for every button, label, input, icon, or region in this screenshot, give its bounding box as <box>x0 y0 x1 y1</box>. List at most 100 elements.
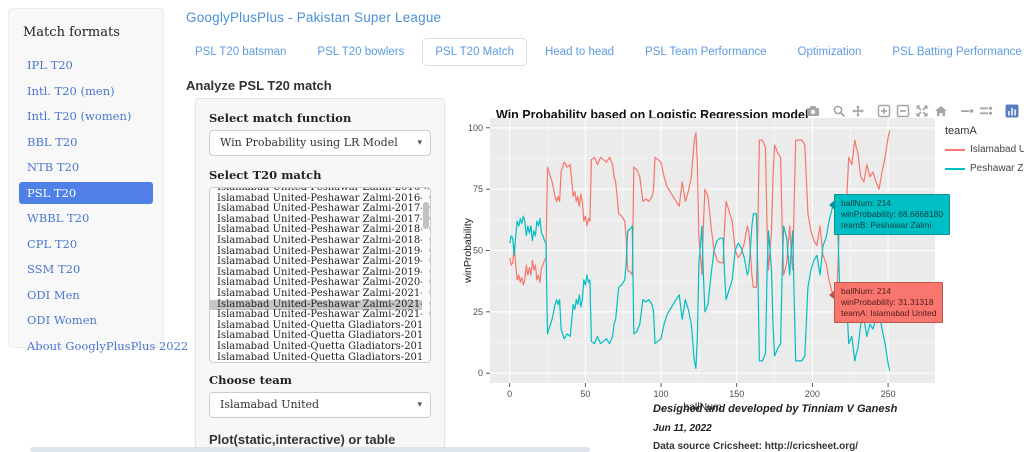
chevron-down-icon: ▾ <box>417 138 422 148</box>
hover-closest-icon[interactable] <box>958 104 975 118</box>
line-islamabad-united[interactable] <box>509 130 891 301</box>
sidebar-item-wbbl-t20[interactable]: WBBL T20 <box>27 211 90 225</box>
listbox-scrollbar[interactable] <box>422 189 429 361</box>
hover-compare-icon[interactable] <box>977 104 994 118</box>
autoscale-icon[interactable] <box>913 104 930 118</box>
win-probability-chart: Win Probability based on Logistic Regres… <box>460 95 1024 452</box>
x-tick-label: 100 <box>654 389 669 399</box>
match-formats-sidebar: Match formats IPL T20 Intl. T20 (men) Intl… <box>8 8 188 353</box>
tab-psl-t20-bowlers[interactable]: PSL T20 bowlers <box>317 46 405 58</box>
pan-icon[interactable] <box>849 104 866 118</box>
plot-area[interactable]: 0 50 100 150 200 250 0 25 50 75 100 winProbability b… <box>460 117 1024 417</box>
tooltip-team: teamA: Islamabad United <box>841 308 937 318</box>
page-title: GooglyPlusPlus - Pakistan Super League <box>186 10 442 25</box>
t20-match-option[interactable]: Islamabad United-Quetta Gladiators-2017-… <box>217 340 430 352</box>
x-tick-label: 250 <box>881 389 896 399</box>
sidebar-item-intl-t20-women-[interactable]: Intl. T20 (women) <box>27 109 132 123</box>
t20-match-option[interactable]: Islamabad United-Peshawar Zalmi-2016-02-… <box>217 192 431 204</box>
horizontal-scrollbar[interactable] <box>30 447 590 452</box>
sidebar-item-intl-t20-men-[interactable]: Intl. T20 (men) <box>27 83 115 98</box>
t20-match-option[interactable]: Islamabad United-Quetta Gladiators-2017-… <box>217 351 430 363</box>
reset-axes-icon[interactable] <box>932 104 949 118</box>
tooltip-winprobability: winProbability: 31.31318 <box>841 297 934 307</box>
t20-match-option[interactable]: Islamabad United-Peshawar Zalmi-2021-02-… <box>217 287 431 299</box>
plot-mode-heading: Plot(static,interactive) or table <box>209 432 396 447</box>
listbox-scrollbar-thumb[interactable] <box>423 202 429 229</box>
legend-line-swatch <box>945 167 965 170</box>
sidebar-item-bbl-t20[interactable]: BBL T20 <box>27 134 78 149</box>
legend-line-swatch <box>945 148 965 151</box>
plotly-logo-icon[interactable] <box>1003 104 1020 118</box>
x-tick-label: 50 <box>580 389 590 399</box>
tooltip-team-a: ballNum: 214 winProbability: 31.31318 te… <box>829 282 944 323</box>
tooltip-team-b: ballNum: 214 winProbability: 68.6868180 … <box>829 194 951 235</box>
x-tick-label: 0 <box>507 389 512 399</box>
sidebar-item-odi-men[interactable]: ODI Men <box>27 287 80 302</box>
t20-match-options: Islamabad United-Peshawar Zalmi-2016-02-… <box>210 187 431 363</box>
y-axis-title: winProbability <box>462 217 474 284</box>
chevron-down-icon: ▾ <box>417 400 422 410</box>
match-function-value: Win Probability using LR Model <box>220 136 398 149</box>
legend-item-peshawar-zalmi[interactable]: Peshawar Zalmi <box>945 163 1024 174</box>
x-tick-label: 150 <box>729 389 744 399</box>
t20-match-option[interactable]: Islamabad United-Peshawar Zalmi-2019-03-… <box>217 266 431 278</box>
t20-match-option[interactable]: Islamabad United-Peshawar Zalmi-2019-02-… <box>217 245 431 257</box>
t20-match-label: Select T20 match <box>209 168 322 182</box>
choose-team-value: Islamabad United <box>220 398 320 411</box>
legend-label: Islamabad United <box>970 144 1024 155</box>
zoom-icon[interactable] <box>830 104 847 118</box>
t20-match-option[interactable]: Islamabad United-Quetta Gladiators-2016-… <box>217 319 430 331</box>
choose-team-select[interactable]: Islamabad United ▾ <box>209 392 431 418</box>
tab-optimization[interactable]: Optimization <box>797 46 862 58</box>
camera-icon[interactable] <box>804 104 821 118</box>
t20-match-option[interactable]: Islamabad United-Peshawar Zalmi-2018-02-… <box>217 224 431 236</box>
zoom-in-icon[interactable] <box>875 104 892 118</box>
y-tick-label: 75 <box>473 184 483 194</box>
tab-psl-t20-match[interactable]: PSL T20 Match <box>422 38 527 66</box>
y-tick-label: 50 <box>473 246 483 256</box>
sidebar-item-ntb-t20[interactable]: NTB T20 <box>27 160 80 174</box>
x-tick-label: 200 <box>805 389 820 399</box>
zoom-out-icon[interactable] <box>894 104 911 118</box>
sidebar-item-about-googlyplusplus-2022[interactable]: About GooglyPlusPlus 2022 <box>27 338 189 353</box>
tab-head-to-head[interactable]: Head to head <box>544 46 615 58</box>
plotly-modebar <box>802 104 1020 118</box>
caption-designed-by: Designed and developed by Tinniam V Gane… <box>653 403 898 415</box>
tooltip-arrow-icon <box>829 200 835 210</box>
y-tick-label: 25 <box>473 307 483 317</box>
match-options-panel: Select match function Win Probability us… <box>195 98 445 452</box>
sidebar-item-odi-women[interactable]: ODI Women <box>27 313 97 327</box>
t20-match-option[interactable]: Islamabad United-Peshawar Zalmi-2021-06-… <box>210 299 430 311</box>
chart-legend: teamA Islamabad United Peshawar Zalmi <box>945 125 1024 182</box>
t20-match-option[interactable]: Islamabad United-Peshawar Zalmi-2018-03-… <box>217 234 431 246</box>
match-function-label: Select match function <box>209 111 352 125</box>
t20-match-option[interactable]: Islamabad United-Peshawar Zalmi-2017-02-… <box>217 203 431 215</box>
tab-bar: PSL T20 batsman PSL T20 bowlers PSL T20 Ma… <box>182 38 1024 66</box>
x-axis-title: ballNum <box>683 401 722 413</box>
sidebar-item-ssm-t20[interactable]: SSM T20 <box>27 262 81 276</box>
legend-item-islamabad-united[interactable]: Islamabad United <box>945 144 1024 155</box>
t20-match-option[interactable]: Islamabad United-Quetta Gladiators-2016-… <box>217 330 430 342</box>
sidebar-item-cpl-t20[interactable]: CPL T20 <box>27 236 78 251</box>
t20-match-option[interactable]: Islamabad United-Peshawar Zalmi-2016-02-… <box>217 187 431 193</box>
sidebar-item-psl-t20[interactable]: PSL T20 <box>19 181 153 204</box>
t20-match-option[interactable]: Islamabad United-Peshawar Zalmi-2017-02-… <box>217 213 431 225</box>
tab-psl-team-performance[interactable]: PSL Team Performance <box>645 46 767 58</box>
legend-title: teamA <box>945 125 977 137</box>
sidebar-items: IPL T20 Intl. T20 (men) Intl. T20 (women) B… <box>19 54 189 357</box>
t20-match-option[interactable]: Islamabad United-Peshawar Zalmi-2019-03-… <box>217 256 431 268</box>
t20-match-listbox[interactable]: Islamabad United-Peshawar Zalmi-2016-02-… <box>209 187 431 363</box>
tab-psl-t20-batsman[interactable]: PSL T20 batsman <box>195 46 287 58</box>
caption-date: Jun 11, 2022 <box>653 423 712 434</box>
sidebar-item-ipl-t20[interactable]: IPL T20 <box>27 58 73 72</box>
line-peshawar-zalmi[interactable] <box>509 200 891 371</box>
t20-match-option[interactable]: Islamabad United-Peshawar Zalmi-2020-03-… <box>217 277 431 289</box>
tooltip-winprobability: winProbability: 68.6868180 <box>841 209 944 219</box>
y-tick-label: 0 <box>478 368 483 378</box>
t20-match-option[interactable]: Islamabad United-Peshawar Zalmi-2021-06-… <box>217 309 431 321</box>
tab-psl-batting-performance[interactable]: PSL Batting Performance <box>892 46 1022 58</box>
tooltip-ballnum: ballNum: 214 <box>841 198 892 208</box>
caption-data-source: Data source Cricsheet: http://cricsheet.… <box>653 441 859 452</box>
match-function-select[interactable]: Win Probability using LR Model ▾ <box>209 130 431 156</box>
tooltip-team: teamB: Peshawar Zalmi <box>841 220 932 230</box>
